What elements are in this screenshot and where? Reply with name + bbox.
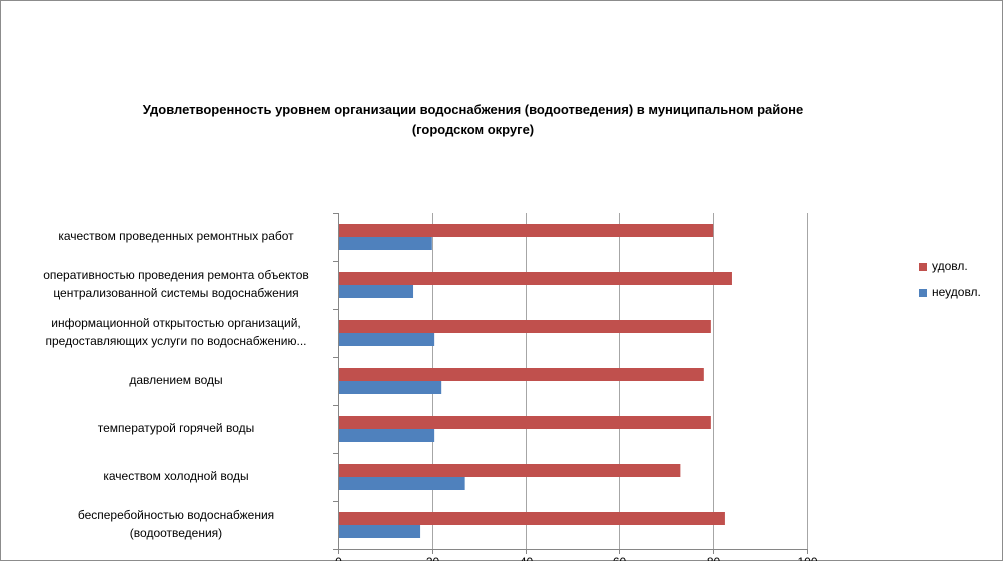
category-label: давлением воды <box>129 373 222 387</box>
bar-unsatisfied <box>338 237 432 250</box>
category-label: качеством холодной воды <box>103 469 248 483</box>
legend-swatch <box>919 263 927 271</box>
chart-title-line: Удовлетворенность уровнем организации во… <box>142 102 804 117</box>
bar-satisfied <box>338 224 714 237</box>
category-label: предоставляющих услуги по водоснабжению.… <box>46 334 307 348</box>
legend-label: неудовл. <box>932 285 981 299</box>
bar-satisfied <box>338 368 704 381</box>
bar-satisfied <box>338 464 681 477</box>
category-label: оперативностью проведения ремонта объект… <box>43 268 309 282</box>
category-label: бесперебойностью водоснабжения <box>78 508 274 522</box>
bar-unsatisfied <box>338 429 435 442</box>
bar-satisfied <box>338 416 711 429</box>
bar-unsatisfied <box>338 477 465 490</box>
category-label: качеством проведенных ремонтных работ <box>58 229 294 243</box>
bar-satisfied <box>338 272 732 285</box>
x-tick-label: 100 <box>797 555 817 561</box>
bar-unsatisfied <box>338 333 435 346</box>
x-tick-label: 80 <box>707 555 721 561</box>
category-label: температурой горячей воды <box>98 421 255 435</box>
x-tick-label: 40 <box>520 555 534 561</box>
chart-title: Удовлетворенность уровнем организации во… <box>98 100 848 140</box>
bar-satisfied <box>338 512 725 525</box>
bar-satisfied <box>338 320 711 333</box>
bar-unsatisfied <box>338 381 442 394</box>
category-label: информационной открытостью организаций, <box>51 316 301 330</box>
bar-unsatisfied <box>338 285 414 298</box>
category-label: централизованной системы водоснабжения <box>53 286 298 300</box>
category-label: (водоотведения) <box>130 526 222 540</box>
x-tick-label: 20 <box>426 555 440 561</box>
bar-unsatisfied <box>338 525 421 538</box>
x-tick-label: 0 <box>335 555 342 561</box>
legend-label: удовл. <box>932 259 968 273</box>
x-tick-label: 60 <box>613 555 627 561</box>
chart-title-line: (городском округе) <box>411 122 535 137</box>
legend-swatch <box>919 289 927 297</box>
